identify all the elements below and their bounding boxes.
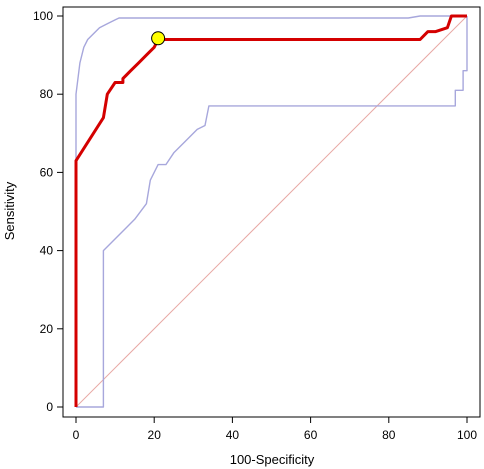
confidence-band-upper-line [75,15,467,407]
y-tick-label: 0 [46,400,53,414]
x-tick-label: 80 [382,428,396,442]
x-tick-label: 20 [148,428,162,442]
x-axis-title: 100-Specificity [230,452,315,467]
y-tick-label: 100 [33,9,53,23]
y-tick-label: 60 [40,165,54,179]
x-tick-label: 100 [457,428,477,442]
y-tick-label: 40 [40,244,54,258]
x-tick-label: 40 [226,428,240,442]
optimal-cutoff-point [151,31,166,46]
reference-diagonal-line [75,15,468,408]
confidence-band-lower-line [76,16,468,408]
y-tick-label: 20 [40,322,54,336]
roc-curve-line [74,14,467,407]
y-axis-title: Sensitivity [2,181,17,240]
x-tick-label: 60 [304,428,318,442]
x-tick-label: 0 [73,428,80,442]
plot-area-frame [62,6,481,418]
y-tick-label: 80 [40,87,54,101]
